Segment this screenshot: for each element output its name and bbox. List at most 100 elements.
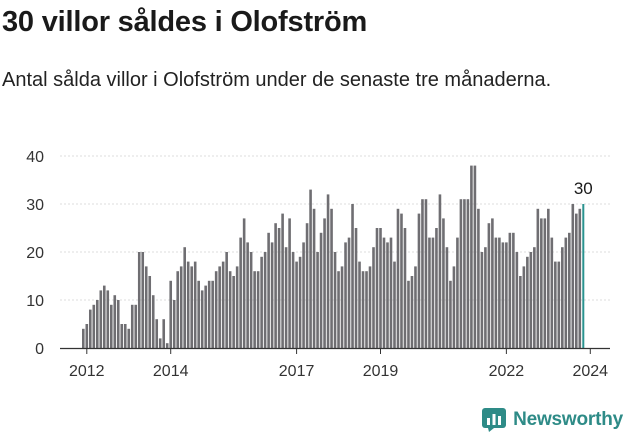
bar [211,280,214,348]
bar [571,204,575,348]
bar [393,261,396,348]
bar [508,232,512,348]
brand-name: Newsworthy [513,409,623,430]
bar [456,237,459,348]
bar [410,276,414,348]
bar [123,324,127,348]
bar [333,252,337,348]
bar [151,295,155,348]
bar [200,290,204,348]
bar [442,218,445,348]
bar [365,271,368,348]
bar [242,218,246,348]
bar [221,261,225,348]
bar [547,208,550,348]
newsworthy-brand: Newsworthy [482,408,623,432]
bar-chart-logo-icon [482,408,507,432]
bar [533,247,536,348]
bar [379,228,382,348]
bar [540,218,543,348]
bar [396,208,400,348]
bar [235,266,239,348]
bar [193,261,197,348]
bar [102,285,106,348]
bar [270,242,274,348]
chart-subtitle: Antal sålda villor i Olofström under de … [2,69,552,91]
bar [368,266,372,348]
bar [253,271,256,348]
bar [403,228,407,348]
bar [186,261,190,348]
bar [120,324,124,348]
bar [312,208,316,348]
bar [239,237,242,348]
bar [561,247,564,348]
bar [494,237,498,348]
bar [428,237,431,348]
bar [466,199,470,348]
bar [214,271,218,348]
bar [169,280,173,348]
bar [543,218,547,348]
bar [431,237,435,348]
last-value-label: 30 [574,179,593,198]
bar [386,242,389,348]
bar [491,218,494,348]
bar [176,271,180,348]
bar [130,304,134,348]
bar [421,199,424,348]
bar [372,247,375,348]
bar [417,213,421,348]
bar [330,208,333,348]
bar [295,261,298,348]
bar [557,261,561,348]
bar [274,223,277,348]
bar [291,252,295,348]
bar [82,328,85,348]
y-tick-label: 30 [26,197,44,214]
bar [505,242,508,348]
bar [158,338,162,348]
bar [522,266,526,348]
x-tick-label: 2012 [69,363,105,380]
data-labels: 30 [574,179,593,198]
bar [470,165,473,348]
x-tick-label: 2019 [363,363,399,380]
bar [347,237,351,348]
y-axis-ticks: 0 10 20 30 40 [26,149,44,358]
bar [487,223,491,348]
bar-highlight [582,204,585,348]
bar [109,304,113,348]
y-tick-label: 0 [35,341,44,358]
bar [197,280,200,348]
bar [113,295,117,348]
bar [536,208,540,348]
bar [155,319,159,348]
bar [344,242,347,348]
bar [519,276,522,348]
bar [407,280,410,348]
bar [85,324,89,348]
bar [526,256,529,348]
x-tick-label: 2024 [572,363,608,380]
bar [284,247,288,348]
bar [463,199,466,348]
bar [267,232,270,348]
bar [319,232,323,348]
bar [424,199,428,348]
x-tick-label: 2022 [489,363,525,380]
bar [127,328,131,348]
bar [484,247,487,348]
bar [263,252,267,348]
bar [134,304,138,348]
bar [568,232,571,348]
bar [148,276,152,348]
bar [578,208,582,348]
bar [445,247,449,348]
bar [389,237,393,348]
bars [82,165,585,348]
bar [302,242,305,348]
bar [512,232,515,348]
bar [354,228,358,348]
bar [172,300,176,348]
